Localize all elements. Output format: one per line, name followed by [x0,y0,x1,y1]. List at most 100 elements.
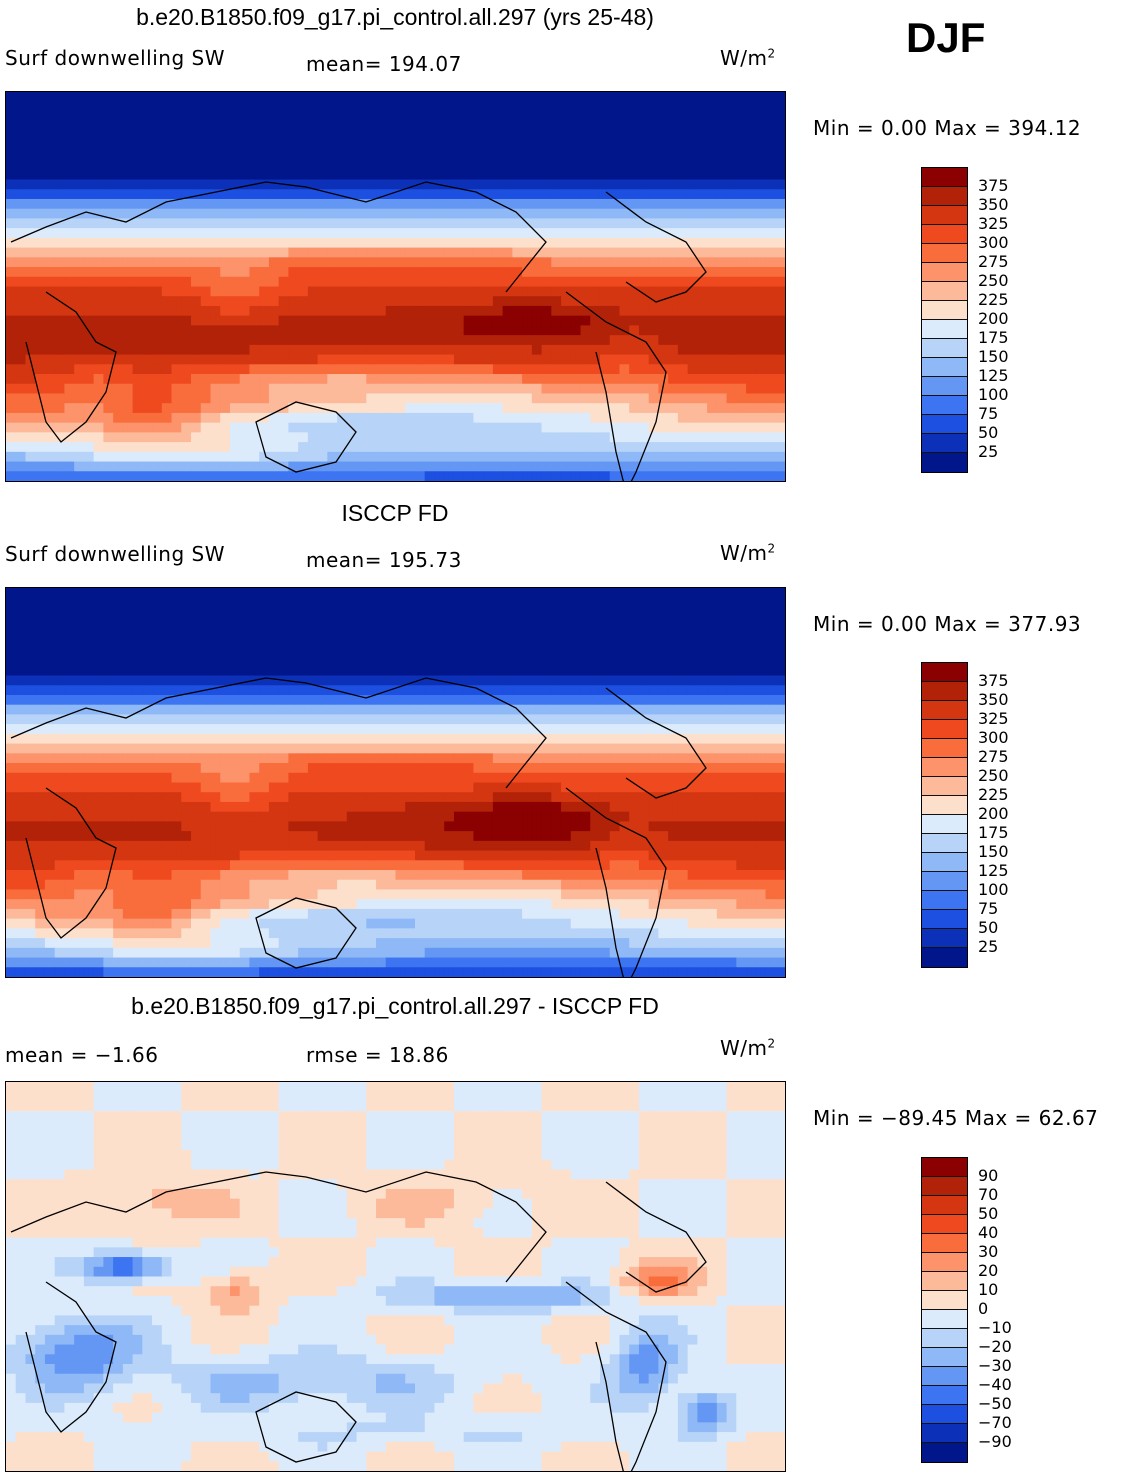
field-cell [648,733,660,745]
field-cell [74,276,85,288]
field-cell [629,169,640,181]
field-cell [93,218,104,229]
field-cell [220,150,231,161]
field-cell [570,354,582,365]
field-cell [74,393,85,404]
field-cell [259,111,270,122]
field-cell [298,354,309,365]
field-cell [268,101,280,113]
field-cell [6,714,17,725]
field-cell [551,792,562,803]
field-cell [463,198,474,210]
field-cell [64,753,75,764]
field-cell [122,743,134,754]
field-cell [638,656,650,667]
field-cell [483,597,494,609]
field-cell [638,442,650,453]
field-cell [113,325,124,336]
field-cell [755,782,767,793]
field-cell [580,597,591,609]
field-cell [453,626,465,638]
field-cell [307,257,319,268]
field-cell [259,179,270,190]
field-cell [638,208,650,220]
field-cell [707,704,718,716]
field-cell [765,656,776,667]
field-cell [220,228,231,239]
field-cell [259,208,270,220]
field-cell [376,607,387,618]
field-cell [288,646,299,657]
field-cell [648,636,660,647]
field-cell [181,189,192,200]
field-cell [463,588,474,599]
field-cell [453,442,465,453]
field-cell [609,257,621,268]
field-cell [298,675,309,686]
field-cell [113,354,124,365]
field-cell [541,617,552,628]
field-cell [697,451,708,463]
field-cell [249,208,260,220]
field-cell [648,646,660,657]
field-cell [44,354,56,365]
field-cell [434,626,445,638]
field-cell [502,588,513,599]
field-cell [424,364,436,375]
field-cell [220,383,231,395]
field-cell [697,646,708,657]
field-cell [551,228,562,239]
field-cell [736,286,747,297]
field-cell [44,364,56,375]
field-cell [327,617,338,628]
field-cell [181,714,192,725]
field-cell [473,296,484,307]
field-cell [561,92,572,103]
field-cell [658,626,669,638]
field-cell [239,218,251,229]
field-cell [541,704,552,716]
field-cell [405,140,416,151]
field-cell [268,646,280,657]
field-cell [298,150,309,161]
field-cell [453,724,465,735]
field-cell [249,743,260,754]
field-cell [152,792,163,803]
field-cell [716,305,728,317]
field-cell [395,237,406,249]
field-cell [317,218,328,229]
field-cell [551,471,562,481]
field-cell [268,422,280,433]
field-cell [629,782,640,793]
field-cell [541,442,552,453]
field-cell [668,792,679,803]
field-cell [64,150,75,161]
field-cell [346,626,358,638]
field-cell [561,130,572,142]
field-cell [122,772,134,784]
field-cell [707,422,718,433]
field-cell [122,354,134,365]
field-cell [687,286,698,297]
field-cell [453,150,465,161]
field-cell [638,267,650,278]
field-cell [405,160,416,171]
field-cell [74,471,85,481]
field-cell [229,646,241,657]
field-cell [677,160,689,171]
field-cell [15,422,27,433]
field-cell [142,101,153,113]
field-cell [152,267,163,278]
field-cell [648,228,660,239]
field-cell [405,626,416,638]
field-cell [366,121,377,132]
field-cell [268,743,280,754]
field-cell [619,617,630,628]
field-cell [483,422,494,433]
field-cell [249,296,260,307]
field-cell [337,150,348,161]
field-cell [755,694,767,706]
field-cell [570,276,582,288]
field-cell [15,607,27,618]
field-cell [385,286,397,297]
